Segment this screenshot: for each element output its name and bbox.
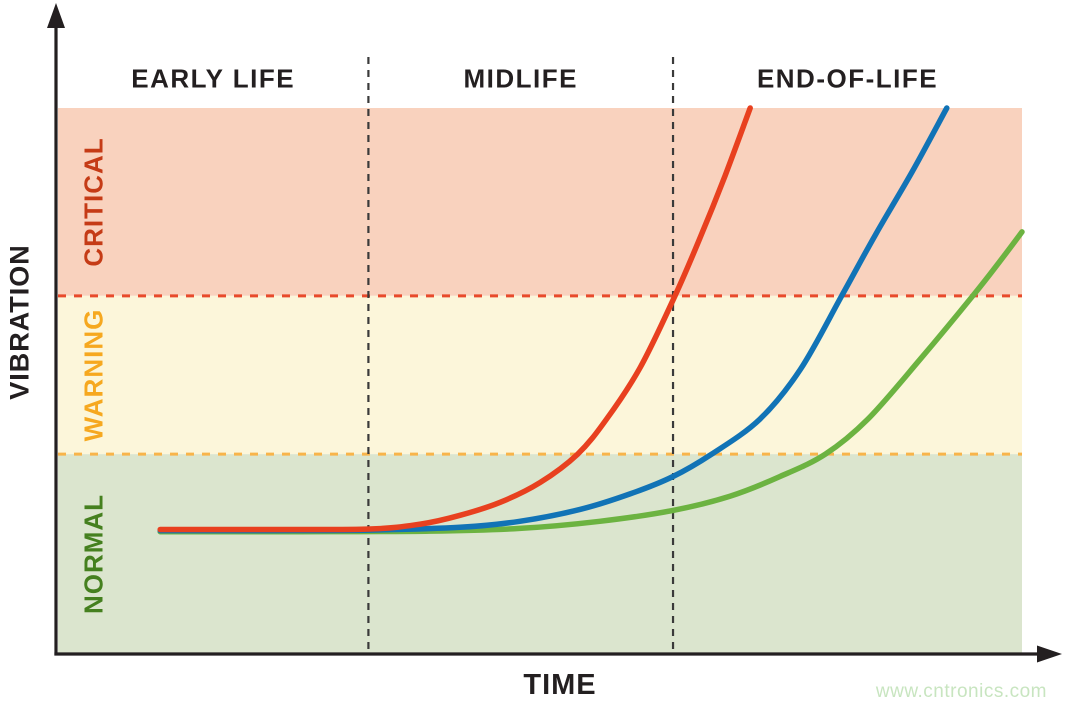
phase-label-end-of-life: END-OF-LIFE — [756, 63, 939, 94]
zone-label-critical: CRITICAL — [78, 137, 109, 267]
zone-label-warning: WARNING — [78, 308, 109, 442]
x-axis-arrowhead-icon — [1037, 645, 1062, 663]
phase-label-early-life: EARLY LIFE — [131, 63, 296, 94]
watermark-text: www.cntronics.com — [875, 681, 1047, 702]
zone-band-warning — [58, 295, 1022, 455]
zone-band-critical — [58, 108, 1022, 296]
phase-label-midlife: MIDLIFE — [463, 63, 578, 94]
zone-boundary-lines — [58, 294, 1022, 456]
curve-red — [157, 105, 753, 533]
zone-bands — [58, 108, 1022, 654]
axes — [47, 3, 1062, 663]
phase-divider-lines — [367, 57, 675, 654]
zone-band-normal — [58, 454, 1022, 654]
y-axis-title: VIBRATION — [4, 244, 35, 400]
y-axis-arrowhead-icon — [47, 3, 65, 28]
zone-label-normal: NORMAL — [78, 494, 109, 615]
x-axis-title: TIME — [523, 669, 597, 701]
degradation-curves — [157, 105, 1025, 535]
